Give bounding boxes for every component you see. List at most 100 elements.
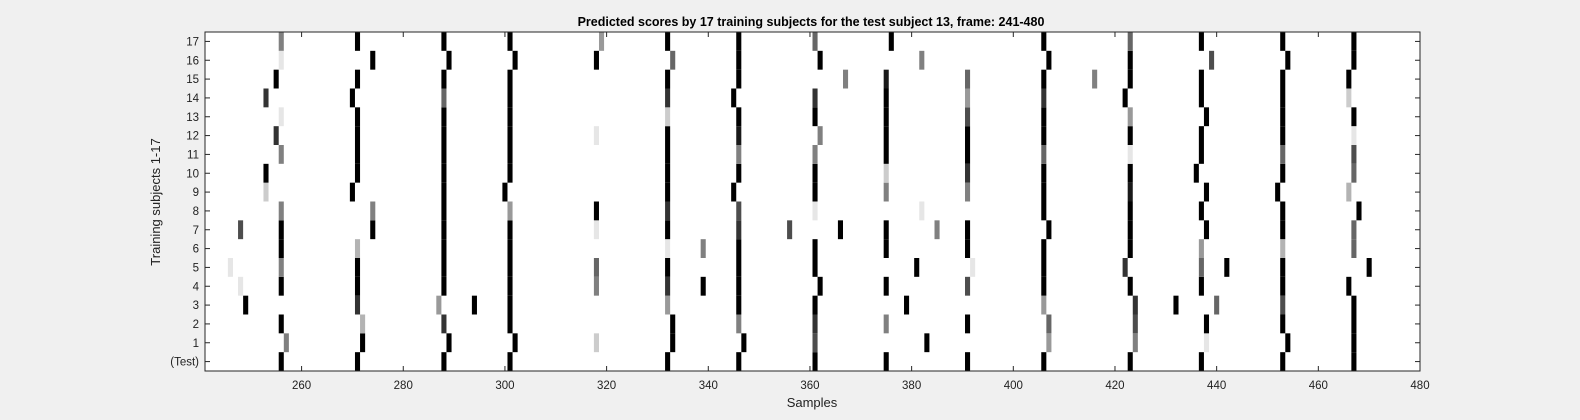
heatmap-cell [1046, 50, 1052, 70]
heatmap-cell [593, 50, 599, 70]
heatmap-cell [441, 314, 447, 334]
heatmap-cell [1041, 352, 1047, 371]
heatmap-cell [446, 50, 452, 70]
heatmap-cell [1041, 126, 1047, 145]
heatmap-cell [238, 220, 244, 240]
heatmap-cell [1203, 220, 1210, 240]
heatmap-cell [1041, 201, 1047, 221]
heatmap-cell [812, 107, 818, 127]
plot-frame [204, 31, 1421, 372]
heatmap-cell [354, 163, 361, 183]
heatmap-cell [441, 145, 447, 164]
heatmap-cell [670, 50, 676, 70]
heatmap-cell [1351, 352, 1357, 371]
heatmap-cell [1127, 182, 1133, 202]
heatmap-cell [665, 239, 671, 258]
heatmap-cell [1127, 107, 1133, 127]
heatmap-cell [1366, 258, 1372, 277]
heatmap-cell [1041, 276, 1047, 296]
heatmap-cell [736, 220, 742, 240]
x-tick-label: 300 [495, 380, 514, 392]
y-tick-label: 3 [193, 300, 199, 312]
heatmap-cell [1198, 239, 1204, 258]
heatmap-cell [1198, 126, 1204, 145]
heatmap-cell [1280, 295, 1286, 315]
heatmap-cell [1198, 352, 1204, 371]
heatmap-cell [278, 50, 284, 70]
heatmap-cell [593, 220, 599, 240]
heatmap-cell [507, 258, 513, 277]
heatmap-cell [736, 276, 742, 296]
heatmap-cell [736, 163, 742, 183]
heatmap-cell [354, 69, 361, 89]
heatmap-cell [736, 69, 742, 89]
heatmap-cell [1203, 107, 1210, 127]
heatmap-cell [736, 32, 742, 51]
heatmap-cell [507, 32, 513, 51]
heatmap-cell [812, 314, 818, 334]
heatmap-cell [812, 333, 818, 353]
heatmap-cell [1132, 295, 1138, 315]
heatmap-cell [446, 333, 452, 353]
heatmap-cell [1356, 201, 1362, 221]
heatmap-cell [1351, 126, 1357, 145]
heatmap-cell [283, 333, 289, 353]
y-tick-label: 4 [193, 281, 200, 293]
heatmap-cell [924, 333, 930, 353]
heatmap-cell [273, 69, 279, 89]
heatmap-cell [593, 258, 599, 277]
heatmap-cell [1351, 314, 1357, 334]
heatmap-cell [1041, 258, 1047, 277]
heatmap-cells [227, 32, 1372, 371]
x-tick-label: 460 [1309, 380, 1328, 392]
heatmap-cell [812, 352, 818, 371]
heatmap-cell [1127, 220, 1133, 240]
heatmap-cell [278, 220, 284, 240]
heatmap-cell [507, 295, 513, 315]
heatmap-cell [970, 258, 976, 277]
heatmap-cell [507, 88, 513, 108]
x-tick-label: 380 [902, 380, 921, 392]
heatmap-cell [883, 220, 889, 240]
heatmap-cell [1041, 295, 1047, 315]
y-tick-label: 9 [193, 187, 199, 199]
heatmap-cell [354, 107, 361, 127]
y-tick-label: 1 [193, 338, 199, 350]
heatmap-cell [812, 295, 818, 315]
heatmap-cell [812, 239, 818, 258]
heatmap-cell [1127, 201, 1133, 221]
heatmap-cell [507, 220, 513, 240]
heatmap-cell [883, 126, 889, 145]
heatmap-cell [360, 333, 366, 353]
heatmap-cell [837, 220, 843, 240]
heatmap-cell [1092, 69, 1098, 89]
heatmap-cell [441, 107, 447, 127]
heatmap-cell [1198, 88, 1204, 108]
heatmap-cell [736, 201, 742, 221]
heatmap-cell [1041, 69, 1047, 89]
heatmap-cell [441, 163, 447, 183]
heatmap-cell [1127, 352, 1133, 371]
heatmap-cell [1280, 69, 1286, 89]
heatmap-cell [1198, 69, 1204, 89]
heatmap-cell [670, 314, 676, 334]
heatmap-cell [736, 145, 742, 164]
heatmap-cell [507, 107, 513, 127]
heatmap-cell [965, 314, 971, 334]
heatmap-cell [360, 314, 366, 334]
heatmap-cell [1351, 32, 1357, 51]
heatmap-cell [965, 107, 971, 127]
heatmap-cell [1351, 220, 1357, 240]
heatmap-cell [370, 220, 376, 240]
heatmap-cell [1046, 333, 1052, 353]
heatmap-cell [812, 32, 818, 51]
heatmap-cell [593, 126, 599, 145]
heatmap-cell [883, 163, 889, 183]
heatmap-cell [1122, 258, 1128, 277]
heatmap-cell [1041, 88, 1047, 108]
heatmap-cell [1203, 333, 1210, 353]
heatmap-cell [593, 276, 599, 296]
heatmap-cell [965, 88, 971, 108]
